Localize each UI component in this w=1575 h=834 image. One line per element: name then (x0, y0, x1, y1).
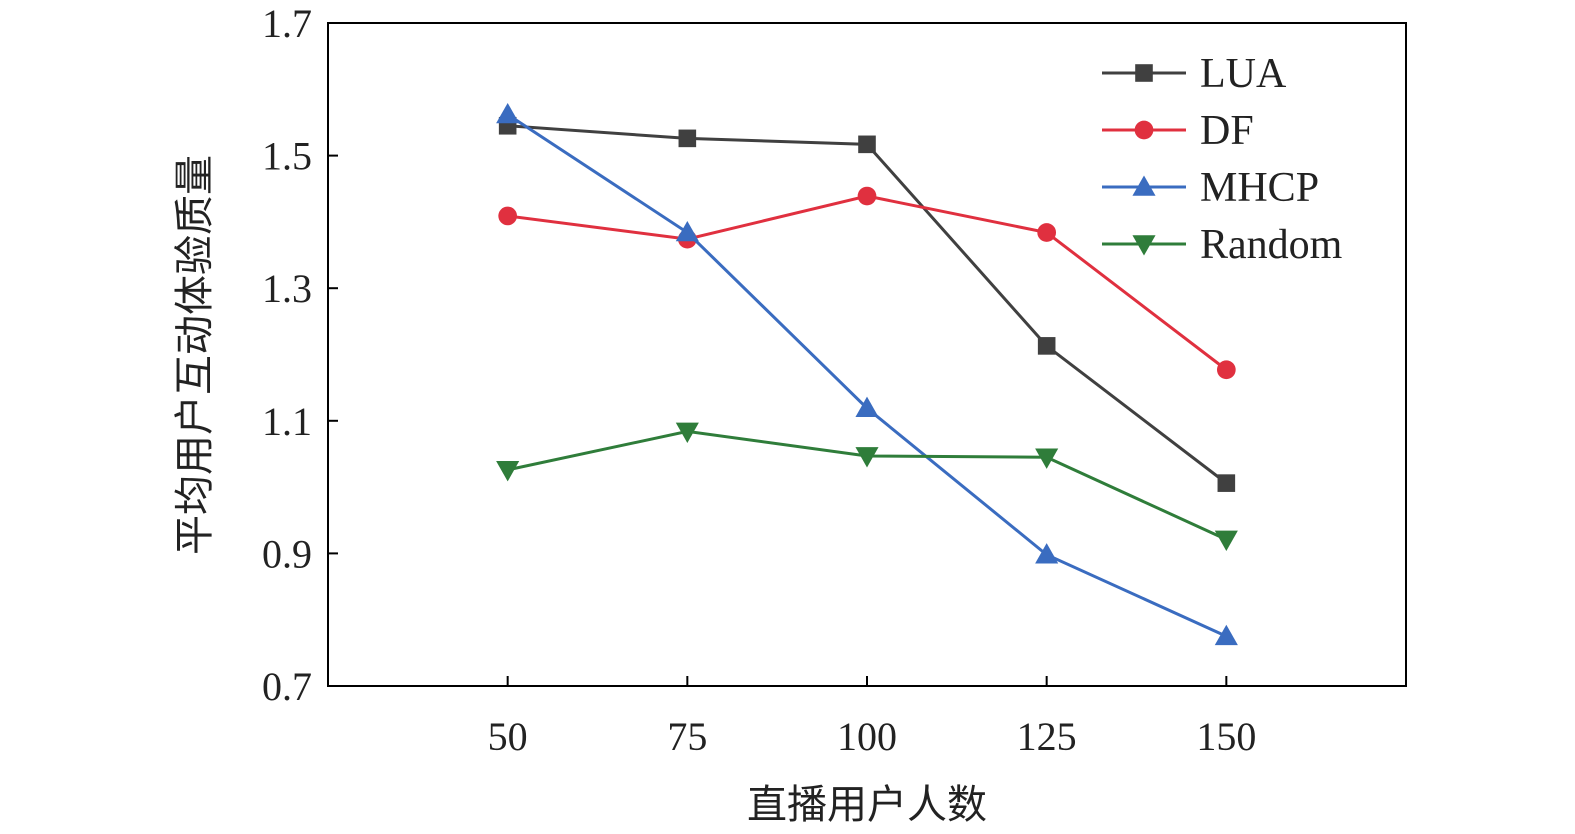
data-point-lua (1217, 474, 1236, 492)
data-point-mhcp (1214, 624, 1238, 646)
data-point-df (857, 186, 877, 206)
series-mhcp (496, 102, 1238, 646)
x-tick-label: 125 (1017, 714, 1077, 759)
data-point-random (675, 422, 699, 443)
y-tick-label: 0.7 (262, 664, 312, 709)
data-point-lua (858, 135, 876, 154)
x-axis-ticks: 50 75 100 125 150 (488, 676, 1256, 759)
series-random (496, 422, 1238, 552)
series-line-df (507, 194, 1228, 371)
x-tick-label: 50 (488, 714, 528, 759)
legend-marker-mhcp (1132, 175, 1156, 196)
legend-item-random: Random (1102, 222, 1343, 268)
data-point-mhcp (1035, 543, 1059, 564)
y-tick-label: 1.3 (262, 266, 312, 311)
y-tick-label: 1.5 (262, 134, 312, 179)
series-layer (496, 102, 1238, 646)
data-point-mhcp (496, 102, 520, 124)
x-tick-label: 100 (837, 714, 897, 759)
legend-marker-random (1132, 235, 1156, 256)
legend-label-mhcp: MHCP (1200, 165, 1319, 211)
legend-label-lua: LUA (1200, 51, 1287, 97)
data-point-df (1216, 360, 1236, 380)
x-axis-title: 直播用户人数 (747, 782, 987, 828)
series-df (498, 186, 1236, 380)
legend-item-lua: LUA (1102, 51, 1287, 97)
y-axis-title: 平均用户互动体验质量 (172, 155, 218, 555)
data-point-lua (1037, 337, 1056, 355)
y-axis-ticks: 0.7 0.9 1.1 1.3 1.5 1.7 (262, 1, 338, 709)
y-tick-label: 1.1 (262, 399, 312, 444)
series-line-lua (507, 124, 1228, 485)
data-point-random (855, 447, 879, 468)
data-point-df (1037, 223, 1057, 242)
legend-item-mhcp: MHCP (1102, 165, 1319, 211)
x-tick-label: 150 (1196, 714, 1256, 759)
data-point-random (496, 461, 520, 482)
data-point-mhcp (855, 396, 879, 418)
data-point-random (1035, 448, 1059, 469)
legend-label-df: DF (1200, 108, 1254, 154)
data-point-mhcp (675, 220, 699, 242)
data-point-df (498, 206, 518, 226)
x-tick-label: 75 (667, 714, 707, 759)
legend-item-df: DF (1102, 108, 1254, 154)
legend-label-random: Random (1200, 222, 1343, 268)
data-point-random (1214, 530, 1238, 552)
y-tick-label: 0.9 (262, 531, 312, 576)
legend-marker-lua (1135, 64, 1153, 82)
y-tick-label: 1.7 (262, 1, 312, 46)
legend-marker-df (1134, 120, 1154, 140)
series-lua (498, 116, 1236, 492)
data-point-lua (678, 129, 697, 148)
legend: LUA DF MHCP Random (1102, 51, 1343, 268)
